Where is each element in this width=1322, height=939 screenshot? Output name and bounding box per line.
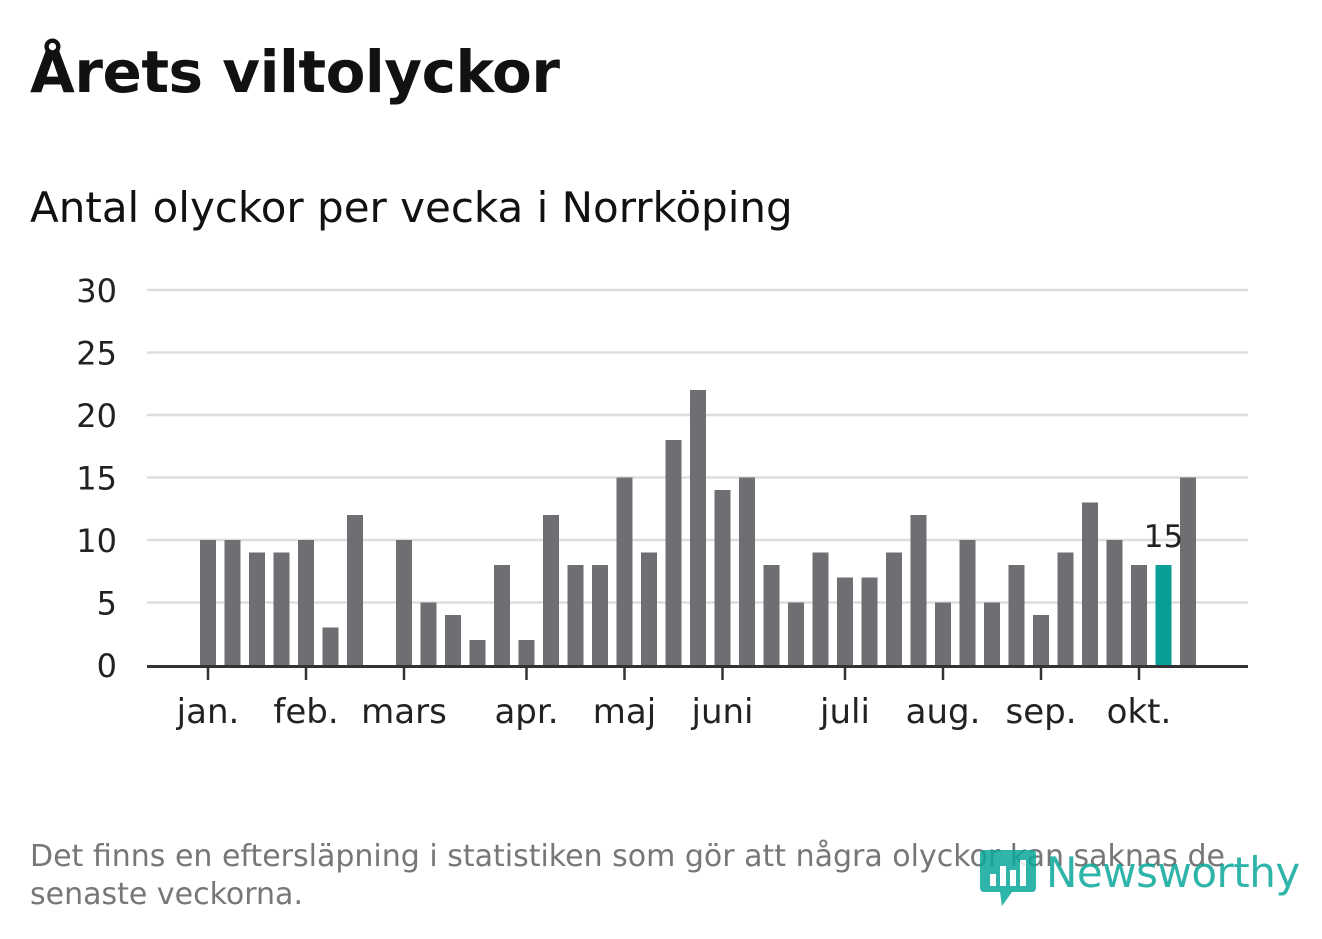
bar	[298, 540, 314, 665]
bar	[1008, 565, 1025, 665]
bar	[714, 490, 731, 665]
bar	[1180, 477, 1196, 665]
x-tick-label: aug.	[906, 692, 981, 732]
bar	[739, 477, 755, 665]
bar	[494, 565, 510, 665]
chart-title: Årets viltolyckor	[30, 38, 560, 106]
bar	[641, 552, 657, 665]
x-tick-label: apr.	[494, 692, 558, 732]
bar	[616, 477, 633, 665]
bar	[1131, 565, 1147, 665]
x-tick-label: mars	[361, 692, 447, 732]
bar	[837, 577, 853, 665]
y-tick-label: 10	[76, 522, 117, 560]
bar	[1033, 615, 1049, 665]
x-tick-label: juni	[691, 692, 754, 732]
bar	[910, 515, 927, 665]
bar	[347, 515, 363, 665]
bar	[984, 602, 1000, 665]
x-tick-label: jan.	[176, 692, 240, 732]
bar	[812, 552, 829, 665]
newsworthy-logo[interactable]: Newsworthy	[978, 846, 1300, 910]
bar	[224, 540, 241, 665]
x-tick-label: sep.	[1005, 692, 1076, 732]
bar-highlighted	[1155, 565, 1172, 665]
bar-chart: 0 5 10 15 20 25 30 jan. feb. mars apr. maj juni juli…	[76, 272, 1248, 732]
bar	[1106, 540, 1123, 665]
bar	[249, 552, 265, 665]
highlight-data-label: 15	[1144, 519, 1183, 555]
bar	[1082, 502, 1098, 665]
y-tick-label: 25	[76, 335, 117, 373]
x-tick-label: feb.	[273, 692, 338, 732]
bar	[665, 440, 682, 665]
bar	[518, 640, 535, 665]
y-tick-label: 20	[76, 397, 117, 435]
bars	[200, 390, 1196, 665]
x-tick-label: juli	[819, 692, 870, 732]
y-tick-label: 15	[76, 460, 117, 498]
x-tick-label: okt.	[1107, 692, 1172, 732]
bar	[200, 540, 216, 665]
y-tick-label: 5	[97, 585, 117, 623]
bar	[592, 565, 608, 665]
bar	[690, 390, 706, 665]
newsworthy-logo-icon	[980, 850, 1036, 906]
bar	[1057, 552, 1074, 665]
bar	[396, 540, 412, 665]
bar	[886, 552, 902, 665]
bar	[935, 602, 951, 665]
bar	[543, 515, 559, 665]
x-tick-label: maj	[593, 692, 656, 732]
bar	[959, 540, 976, 665]
chart-subtitle: Antal olyckor per vecka i Norrköping	[30, 183, 793, 232]
bar	[469, 640, 486, 665]
bar	[567, 565, 584, 665]
bar	[445, 615, 461, 665]
x-axis-ticks: jan. feb. mars apr. maj juni juli aug. sep. okt.	[176, 668, 1172, 732]
bar	[788, 602, 804, 665]
y-tick-label: 0	[97, 647, 117, 685]
brand-name: Newsworthy	[1046, 848, 1300, 897]
y-tick-label: 30	[76, 272, 117, 310]
y-axis-ticks: 0 5 10 15 20 25 30	[76, 272, 117, 685]
bar	[273, 552, 290, 665]
bar	[420, 602, 437, 665]
bar	[861, 577, 878, 665]
bar	[322, 627, 339, 665]
data-labels: 15	[1144, 519, 1183, 555]
bar	[763, 565, 780, 665]
